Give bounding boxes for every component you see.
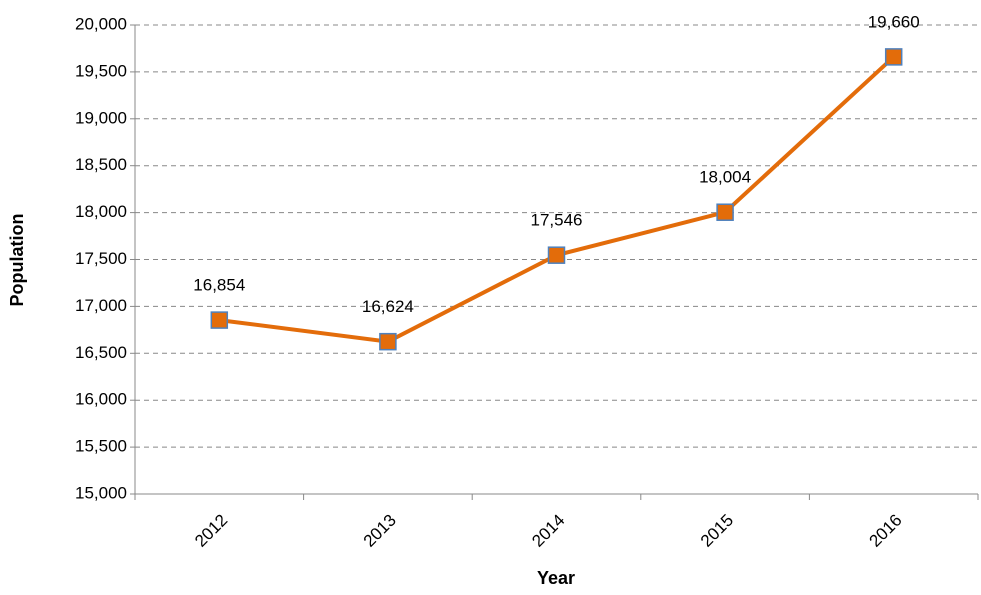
data-point [379, 332, 397, 351]
y-tick-label: 15,500 [75, 437, 127, 456]
data-point [547, 246, 566, 264]
y-tick-label: 15,000 [75, 483, 127, 502]
data-point [884, 48, 903, 66]
y-tick-label: 16,000 [75, 390, 127, 409]
x-tick-label: 2015 [697, 511, 737, 551]
data-line [219, 55, 896, 344]
y-tick-label: 18,000 [75, 202, 127, 221]
data-point [716, 203, 734, 221]
x-axis-title: Year [537, 568, 575, 588]
y-tick-label: 18,500 [75, 155, 127, 174]
x-tick-label: 2012 [191, 511, 231, 551]
x-tick-label: 2014 [528, 511, 568, 551]
x-tick-label: 2016 [866, 511, 906, 551]
data-label: 18,004 [699, 168, 751, 187]
data-label: 19,660 [868, 12, 920, 31]
data-label: 16,854 [193, 276, 245, 295]
y-tick-label: 16,500 [75, 343, 127, 362]
y-tick-label: 17,500 [75, 249, 127, 268]
data-point [210, 311, 229, 329]
y-tick-label: 19,500 [75, 61, 127, 80]
y-axis-title: Population [7, 214, 27, 307]
y-tick-label: 20,000 [75, 14, 127, 33]
data-label: 16,624 [362, 297, 414, 316]
x-tick-label: 2013 [360, 511, 400, 551]
y-tick-label: 17,000 [75, 296, 127, 315]
data-label: 17,546 [531, 211, 583, 230]
y-tick-label: 19,000 [75, 108, 127, 127]
